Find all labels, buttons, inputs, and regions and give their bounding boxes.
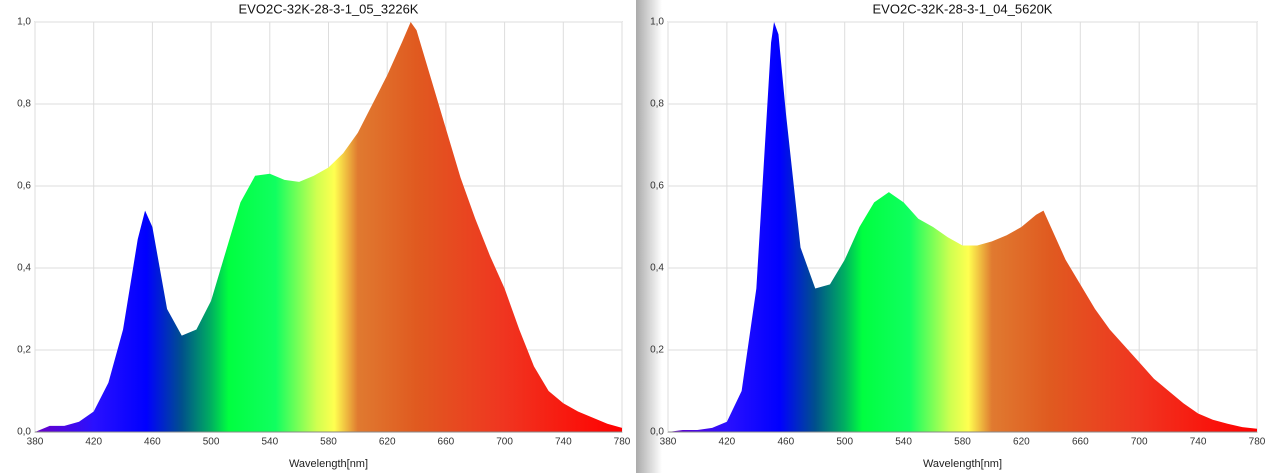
x-tick-label: 420 [85, 437, 102, 448]
y-tick-label: 0,8 [650, 99, 664, 110]
x-tick-label: 540 [261, 437, 278, 448]
x-tick-label: 700 [1131, 437, 1148, 448]
x-tick-label: 740 [1190, 437, 1207, 448]
y-tick-label: 1,0 [650, 17, 664, 28]
x-tick-label: 380 [660, 437, 677, 448]
y-tick-label: 0,6 [650, 181, 664, 192]
x-tick-label: 780 [614, 437, 631, 448]
spectrum-area [35, 22, 622, 432]
y-tick-label: 0,8 [17, 99, 31, 110]
x-tick-label: 580 [320, 437, 337, 448]
x-axis-label: Wavelength[nm] [289, 458, 368, 470]
spectrum-area [668, 22, 1257, 432]
x-tick-label: 660 [438, 437, 455, 448]
x-tick-label: 460 [144, 437, 161, 448]
y-tick-label: 0,4 [17, 263, 31, 274]
x-axis-label: Wavelength[nm] [923, 458, 1002, 470]
x-tick-label: 420 [719, 437, 736, 448]
y-tick-label: 0,4 [650, 263, 664, 274]
x-tick-label: 780 [1249, 437, 1266, 448]
x-tick-label: 460 [777, 437, 794, 448]
x-tick-label: 540 [895, 437, 912, 448]
y-tick-label: 0,0 [17, 427, 31, 438]
y-tick-label: 0,0 [650, 427, 664, 438]
x-tick-label: 660 [1072, 437, 1089, 448]
y-tick-label: 1,0 [17, 17, 31, 28]
y-tick-label: 0,6 [17, 181, 31, 192]
y-tick-label: 0,2 [650, 345, 664, 356]
x-tick-label: 380 [27, 437, 44, 448]
x-tick-label: 620 [379, 437, 396, 448]
chart-title: EVO2C-32K-28-3-1_04_5620K [873, 1, 1053, 16]
panel-divider [636, 0, 662, 473]
x-tick-label: 620 [1013, 437, 1030, 448]
x-tick-label: 740 [555, 437, 572, 448]
x-tick-label: 580 [954, 437, 971, 448]
chart-title: EVO2C-32K-28-3-1_05_3226K [239, 1, 419, 16]
x-tick-label: 500 [836, 437, 853, 448]
y-tick-label: 0,2 [17, 345, 31, 356]
x-tick-label: 500 [203, 437, 220, 448]
x-tick-label: 700 [496, 437, 513, 448]
